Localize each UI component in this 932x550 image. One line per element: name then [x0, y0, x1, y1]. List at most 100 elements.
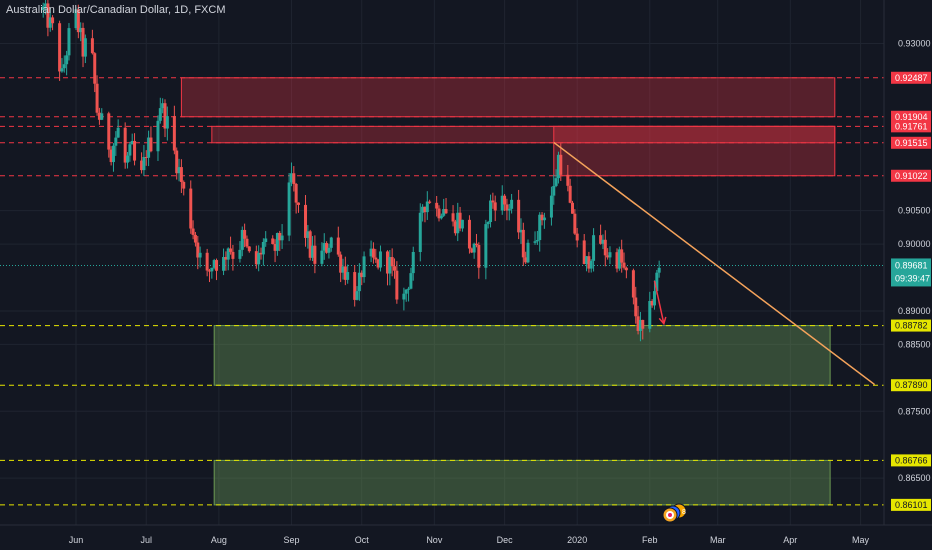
candle-down	[247, 246, 251, 252]
candle-down	[428, 201, 432, 203]
chart-title: Australian Dollar/Canadian Dollar, 1D, F…	[6, 4, 226, 16]
candle-down	[374, 257, 378, 260]
candle-up	[638, 319, 642, 331]
candle-up	[357, 272, 361, 292]
resistance-zone[interactable]	[180, 77, 836, 118]
candles	[41, 0, 661, 342]
level-price-tag[interactable]	[891, 498, 931, 511]
candle-up	[62, 64, 66, 69]
drawings[interactable]	[553, 141, 876, 386]
candle-up	[608, 252, 612, 258]
level-price-tag[interactable]	[891, 71, 931, 84]
candle-down	[477, 245, 481, 268]
candle-up	[346, 272, 350, 280]
candle-down	[229, 248, 233, 252]
candle-up	[484, 224, 488, 268]
candle-up	[311, 245, 315, 258]
level-price-tag[interactable]	[891, 169, 931, 182]
candle-up	[65, 55, 69, 65]
time-tick-label: Feb	[642, 535, 658, 545]
candle-up	[226, 248, 230, 260]
candle-down	[51, 17, 55, 24]
candle-down	[182, 181, 186, 189]
candle-up	[538, 214, 542, 241]
level-price-tag[interactable]	[891, 110, 931, 123]
candle-down	[624, 267, 628, 271]
event-icons[interactable]: 8	[662, 502, 692, 526]
candle-down	[631, 270, 635, 298]
level-price-tag[interactable]	[891, 120, 931, 133]
candle-down	[437, 208, 441, 219]
candle-down	[474, 243, 478, 246]
support-zone[interactable]	[213, 325, 831, 386]
level-price-tag[interactable]	[891, 319, 931, 332]
candle-up	[526, 242, 530, 263]
candle-up	[142, 157, 146, 171]
candle-up	[439, 215, 443, 219]
candle-down	[503, 195, 507, 205]
current-price-tag[interactable]	[891, 258, 931, 287]
candle-up	[425, 201, 429, 213]
candle-up	[198, 252, 202, 258]
candle-up	[306, 231, 310, 238]
time-tick-label: 2020	[567, 535, 587, 545]
candle-down	[273, 244, 277, 251]
candle-down	[296, 202, 300, 205]
time-axis[interactable]: Jun Jul Aug Sep Oct Nov Dec 2020 Feb Mar Apr May	[69, 535, 870, 545]
candle-down	[517, 199, 521, 233]
candle-down	[343, 266, 347, 280]
trendline[interactable]	[553, 141, 876, 386]
current-price-label: 0.89681	[895, 260, 928, 270]
candle-up	[212, 260, 216, 268]
candle-up	[585, 256, 589, 265]
candle-down	[245, 238, 249, 247]
candle-up	[74, 9, 78, 29]
level-price-tag[interactable]	[891, 454, 931, 467]
candle-up	[165, 116, 169, 129]
level-price-tag[interactable]	[891, 136, 931, 149]
price-axis[interactable]: 0.93000 0.90500 0.90000 0.89000 0.88500 0.875…	[891, 38, 931, 511]
candle-up	[238, 249, 242, 259]
candle-down	[540, 214, 544, 221]
candle-up	[79, 27, 83, 33]
candle-down	[435, 202, 439, 209]
candle-up	[456, 212, 460, 234]
candle-up	[177, 167, 181, 174]
candle-up	[322, 243, 326, 251]
candle-up	[489, 200, 493, 223]
candle-up	[222, 257, 226, 271]
candle-up	[500, 195, 504, 211]
candle-down	[423, 206, 427, 213]
resistance-zone[interactable]	[553, 125, 836, 177]
price-tick-label: 0.87500	[898, 406, 931, 416]
calendar-events-icon[interactable]: 8	[662, 502, 692, 526]
candle-up	[126, 155, 130, 163]
candle-down	[458, 212, 462, 229]
down-arrow-line[interactable]	[653, 280, 665, 324]
candle-down	[451, 213, 455, 222]
candle-down	[444, 209, 448, 214]
level-price-label: 0.87890	[895, 380, 928, 390]
candle-up	[388, 257, 392, 274]
candle-up	[114, 137, 118, 146]
candle-down	[224, 257, 228, 260]
candle-up	[402, 293, 406, 300]
countdown-label: 09:39:47	[895, 273, 930, 283]
down-arrow-head-icon[interactable]	[658, 316, 667, 326]
support-zone[interactable]	[213, 459, 831, 506]
candle-down	[109, 149, 113, 163]
candle-down	[371, 248, 375, 258]
candle-up	[407, 288, 411, 290]
candle-up	[652, 291, 656, 306]
candle-down	[571, 202, 575, 214]
candle-down	[573, 213, 577, 234]
candle-down	[149, 137, 153, 152]
candle-up	[486, 222, 490, 225]
candle-up	[519, 229, 523, 233]
candle-down	[304, 204, 308, 238]
candle-down	[622, 262, 626, 268]
level-price-tag[interactable]	[891, 379, 931, 392]
candle-up	[161, 103, 165, 109]
candle-up	[275, 232, 279, 251]
